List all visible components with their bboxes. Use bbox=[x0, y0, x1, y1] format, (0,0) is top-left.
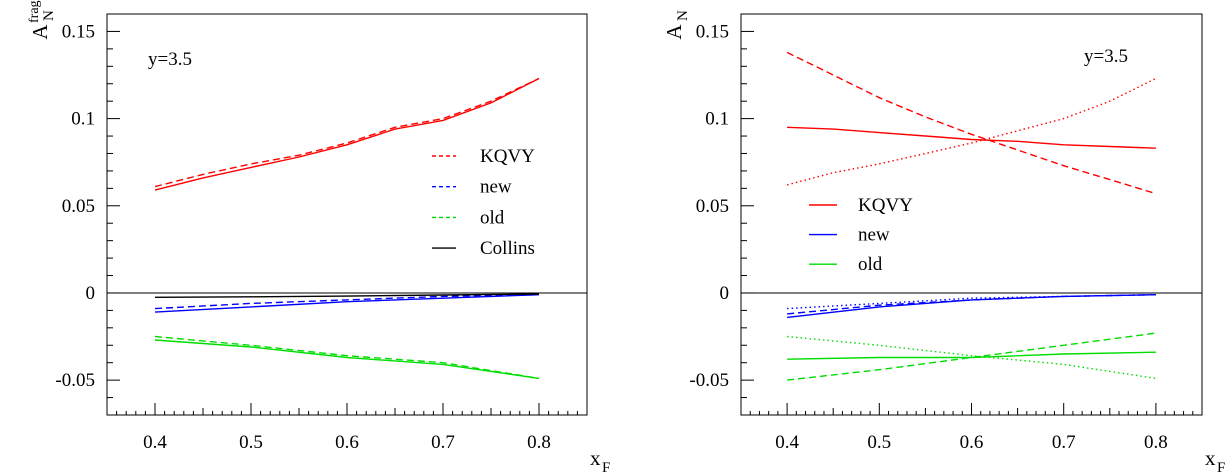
y-tick-label: 0.15 bbox=[696, 21, 729, 42]
x-tick-label: 0.8 bbox=[1144, 432, 1168, 453]
x-tick-label: 0.7 bbox=[431, 432, 455, 453]
series-line-5 bbox=[154, 339, 540, 380]
x-axis-label-sub: F bbox=[1217, 460, 1225, 474]
series-line-2 bbox=[786, 51, 1157, 195]
series-line-6 bbox=[154, 335, 540, 380]
series-line-4 bbox=[787, 294, 1156, 319]
series-line-1 bbox=[154, 77, 540, 191]
x-axis-label-sub: F bbox=[602, 460, 610, 474]
x-tick-label: 0.6 bbox=[335, 432, 359, 453]
x-axis-label-main: x bbox=[1205, 446, 1216, 470]
series-line-9 bbox=[787, 335, 1157, 380]
y-axis-label-sub: N bbox=[41, 10, 57, 21]
y-tick-label: 0.1 bbox=[71, 109, 95, 130]
x-tick-label: 0.5 bbox=[867, 432, 891, 453]
x-tick-label: 0.5 bbox=[239, 432, 263, 453]
series-line-4 bbox=[154, 294, 540, 310]
x-tick-label: 0.4 bbox=[143, 432, 167, 453]
x-tick-label: 0.7 bbox=[1052, 432, 1076, 453]
series-line-7 bbox=[154, 293, 540, 298]
y-tick-label: 0.05 bbox=[696, 196, 729, 217]
legend-label: new bbox=[480, 177, 512, 198]
y-axis-label-sup: frag bbox=[27, 0, 42, 23]
legend-label: Collins bbox=[480, 238, 535, 259]
annotation-y: y=3.5 bbox=[1084, 46, 1128, 67]
legend-label: KQVY bbox=[858, 195, 913, 216]
y-axis-label-sub: N bbox=[675, 10, 691, 21]
annotation-y: y=3.5 bbox=[148, 49, 192, 70]
y-tick-label: 0 bbox=[86, 283, 96, 304]
plot-frame bbox=[740, 13, 1203, 416]
legend-label: KQVY bbox=[480, 146, 535, 167]
series-line-2 bbox=[154, 77, 540, 188]
y-axis-label-main: A bbox=[662, 24, 686, 40]
y-tick-label: 0.15 bbox=[62, 21, 95, 42]
legend-label: new bbox=[858, 225, 890, 246]
legend-label: old bbox=[858, 254, 883, 275]
chart-panel-1: 0.4 0.5 0.6 0.7 0.8 -0.05 0 0.05 0.1 0.15 KQVY new o… bbox=[27, 0, 610, 474]
x-tick-label: 0.6 bbox=[960, 432, 984, 453]
series-line-6 bbox=[787, 294, 1156, 310]
y-axis-label-main: A bbox=[28, 24, 52, 40]
x-tick-label: 0.8 bbox=[527, 432, 551, 453]
y-tick-label: -0.05 bbox=[689, 370, 729, 391]
legend-label: old bbox=[480, 207, 505, 228]
series-line-3 bbox=[786, 77, 1157, 186]
y-tick-label: 0.05 bbox=[62, 196, 95, 217]
chart-panel-2: 0.4 0.5 0.6 0.7 0.8 -0.05 0 0.05 0.1 0.15 KQVY new o… bbox=[662, 10, 1225, 474]
x-axis-label-main: x bbox=[590, 446, 601, 470]
series-line-7 bbox=[787, 351, 1156, 360]
y-tick-label: 0 bbox=[720, 283, 730, 304]
y-tick-label: 0.1 bbox=[705, 109, 729, 130]
x-tick-label: 0.4 bbox=[775, 432, 799, 453]
series-line-3 bbox=[154, 294, 540, 313]
series-line-1 bbox=[787, 126, 1156, 149]
y-axis-label: AN bbox=[662, 10, 691, 40]
y-tick-label: -0.05 bbox=[55, 370, 95, 391]
plot-frame bbox=[106, 13, 588, 416]
series-line-5 bbox=[787, 294, 1156, 315]
series-line-8 bbox=[787, 332, 1156, 381]
